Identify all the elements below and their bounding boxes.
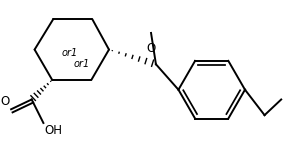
Text: or1: or1	[62, 48, 78, 57]
Text: O: O	[146, 42, 156, 55]
Text: OH: OH	[44, 124, 62, 137]
Text: O: O	[0, 95, 9, 108]
Text: or1: or1	[73, 59, 90, 69]
